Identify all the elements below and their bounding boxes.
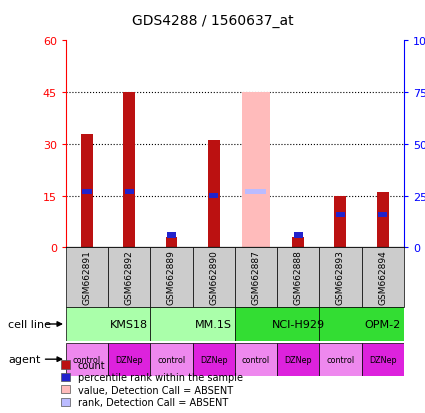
- Text: GSM662890: GSM662890: [209, 249, 218, 304]
- Text: GSM662889: GSM662889: [167, 249, 176, 304]
- Bar: [377, 193, 388, 248]
- Text: control: control: [242, 355, 270, 364]
- Text: DZNep: DZNep: [116, 355, 143, 364]
- Bar: [125, 190, 134, 195]
- FancyBboxPatch shape: [362, 343, 404, 376]
- Bar: [81, 134, 93, 248]
- Text: GDS4288 / 1560637_at: GDS4288 / 1560637_at: [132, 14, 293, 28]
- Text: GSM662892: GSM662892: [125, 249, 134, 304]
- FancyBboxPatch shape: [150, 343, 193, 376]
- Bar: [167, 233, 176, 238]
- FancyBboxPatch shape: [319, 343, 362, 376]
- Bar: [245, 190, 266, 194]
- FancyBboxPatch shape: [150, 248, 193, 308]
- Text: DZNep: DZNep: [284, 355, 312, 364]
- FancyBboxPatch shape: [66, 308, 150, 341]
- FancyBboxPatch shape: [277, 248, 319, 308]
- Text: control: control: [326, 355, 354, 364]
- Text: DZNep: DZNep: [200, 355, 227, 364]
- FancyBboxPatch shape: [66, 343, 108, 376]
- FancyBboxPatch shape: [108, 248, 150, 308]
- Bar: [294, 233, 303, 238]
- FancyBboxPatch shape: [235, 308, 319, 341]
- Text: NCI-H929: NCI-H929: [272, 319, 325, 329]
- FancyBboxPatch shape: [193, 343, 235, 376]
- Bar: [123, 93, 135, 248]
- Text: MM.1S: MM.1S: [195, 319, 232, 329]
- Text: GSM662891: GSM662891: [82, 249, 91, 304]
- Bar: [208, 141, 220, 248]
- FancyBboxPatch shape: [319, 248, 362, 308]
- Text: KMS18: KMS18: [110, 319, 148, 329]
- Text: GSM662888: GSM662888: [294, 249, 303, 304]
- FancyBboxPatch shape: [277, 343, 319, 376]
- Bar: [336, 212, 345, 217]
- Text: GSM662894: GSM662894: [378, 249, 387, 304]
- Bar: [334, 196, 346, 248]
- FancyBboxPatch shape: [66, 248, 108, 308]
- FancyBboxPatch shape: [235, 248, 277, 308]
- Text: GSM662887: GSM662887: [252, 249, 261, 304]
- FancyBboxPatch shape: [108, 343, 150, 376]
- FancyBboxPatch shape: [362, 248, 404, 308]
- Text: agent: agent: [8, 354, 41, 364]
- Text: control: control: [73, 355, 101, 364]
- FancyBboxPatch shape: [319, 308, 404, 341]
- Text: DZNep: DZNep: [369, 355, 397, 364]
- Text: OPM-2: OPM-2: [365, 319, 401, 329]
- FancyBboxPatch shape: [150, 308, 235, 341]
- Legend: count, percentile rank within the sample, value, Detection Call = ABSENT, rank, : count, percentile rank within the sample…: [60, 359, 244, 408]
- Bar: [242, 93, 269, 248]
- Text: GSM662893: GSM662893: [336, 249, 345, 304]
- FancyBboxPatch shape: [235, 343, 277, 376]
- Bar: [82, 190, 92, 195]
- FancyBboxPatch shape: [193, 248, 235, 308]
- Bar: [166, 237, 177, 248]
- Bar: [292, 237, 304, 248]
- Bar: [378, 212, 387, 217]
- Text: control: control: [157, 355, 186, 364]
- Bar: [209, 194, 218, 199]
- Text: cell line: cell line: [8, 319, 51, 329]
